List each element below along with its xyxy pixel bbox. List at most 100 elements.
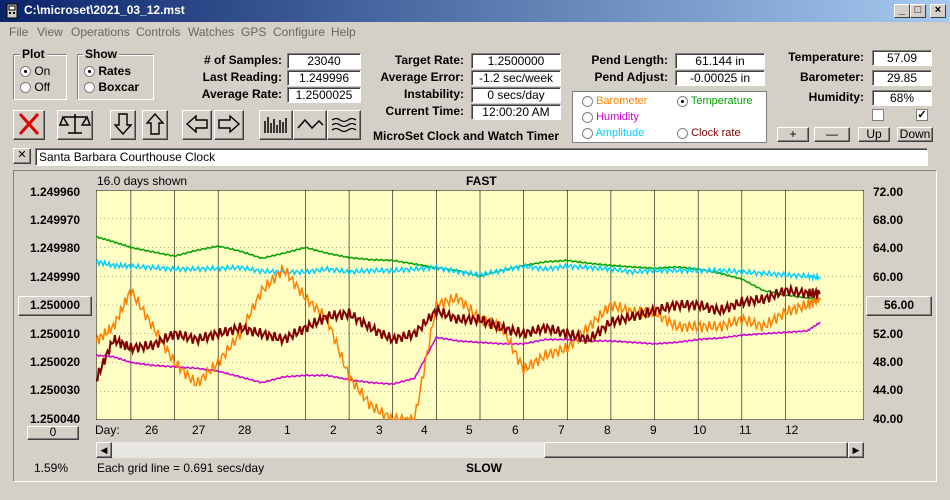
scroll-right-button[interactable]: ▶ bbox=[848, 442, 864, 458]
clock-name-input[interactable]: Santa Barbara Courthouse Clock bbox=[35, 148, 928, 166]
last-reading-label: Last Reading: bbox=[202, 70, 282, 84]
red-x-icon bbox=[18, 112, 40, 136]
days-shown: 16.0 days shown bbox=[97, 174, 188, 188]
chart-plot-area bbox=[96, 190, 864, 420]
minimize-button[interactable]: _ bbox=[894, 4, 910, 18]
radio-off-indicator bbox=[20, 82, 31, 94]
arrow-down-icon bbox=[113, 113, 133, 136]
pend-length-value[interactable]: 61.144 in bbox=[675, 53, 765, 69]
scroll-left-button[interactable]: ◀ bbox=[96, 442, 112, 458]
increase-button[interactable]: + bbox=[777, 127, 809, 142]
series-barometer-radio[interactable]: Barometer bbox=[582, 95, 647, 107]
average-error-value: -1.2 sec/week bbox=[471, 70, 561, 86]
decrease-button[interactable]: — bbox=[814, 127, 850, 142]
last-reading-value: 1.249996 bbox=[287, 70, 361, 86]
arrow-left-button[interactable] bbox=[182, 110, 212, 140]
samples-label: # of Samples: bbox=[203, 53, 282, 67]
clear-button[interactable] bbox=[13, 110, 45, 140]
y-right-tick: 40.00 bbox=[873, 412, 904, 426]
left-rate-button[interactable]: 1.250000 bbox=[18, 296, 92, 316]
x-tick-label: 3 bbox=[376, 423, 383, 437]
scale-button[interactable] bbox=[57, 110, 93, 140]
show-boxcar-label: Boxcar bbox=[98, 80, 140, 94]
up-button[interactable]: Up bbox=[858, 127, 890, 142]
zero-button[interactable]: 0 bbox=[27, 426, 79, 440]
humidity-label: Humidity: bbox=[808, 90, 864, 104]
series-barometer-label: Barometer bbox=[596, 95, 648, 107]
menu-gps[interactable]: GPS bbox=[241, 25, 267, 39]
series-amplitude-radio[interactable]: Amplitude bbox=[582, 127, 644, 139]
series-temperature-radio[interactable]: Temperature bbox=[677, 95, 753, 107]
average-rate-value: 1.2500025 bbox=[287, 87, 361, 103]
arrow-up-icon bbox=[145, 112, 165, 135]
right-value-button[interactable]: 56.00 bbox=[866, 296, 932, 316]
series-temperature-label: Temperature bbox=[690, 95, 753, 107]
line-view-button[interactable] bbox=[293, 110, 327, 140]
x-tick-label: 27 bbox=[192, 423, 206, 437]
slow-label: SLOW bbox=[466, 461, 502, 475]
show-rates-radio[interactable]: Rates bbox=[84, 64, 131, 78]
arrow-down-button[interactable] bbox=[110, 110, 136, 140]
scroll-thumb[interactable] bbox=[544, 442, 848, 458]
x-tick-label: 6 bbox=[512, 423, 519, 437]
plot-off-label: Off bbox=[34, 80, 51, 94]
x-tick-label: 7 bbox=[558, 423, 565, 437]
down-button[interactable]: Down bbox=[897, 127, 933, 142]
horizontal-scrollbar[interactable]: ◀ ▶ bbox=[96, 442, 864, 458]
menu-help[interactable]: Help bbox=[331, 25, 356, 39]
show-boxcar-radio[interactable]: Boxcar bbox=[84, 80, 139, 94]
radio-icon bbox=[582, 127, 593, 139]
y-left-tick: 1.250040 bbox=[30, 412, 81, 426]
plot-on-radio[interactable]: On bbox=[20, 64, 50, 78]
current-time-label: Current Time: bbox=[385, 104, 464, 118]
menu-watches[interactable]: Watches bbox=[188, 25, 235, 39]
y-left-tick: 1.250030 bbox=[30, 383, 81, 397]
radio-icon bbox=[582, 111, 593, 123]
close-window-button[interactable]: × bbox=[930, 4, 946, 18]
grid-note: Each grid line = 0.691 secs/day bbox=[97, 461, 265, 475]
y-left-tick: 1.250010 bbox=[30, 327, 81, 341]
y-right-tick: 72.00 bbox=[873, 185, 904, 199]
series-humidity-radio[interactable]: Humidity bbox=[582, 111, 639, 123]
menu-file[interactable]: File bbox=[9, 25, 29, 39]
x-tick-label: 28 bbox=[238, 423, 252, 437]
x-tick-label: 5 bbox=[466, 423, 473, 437]
menu-view[interactable]: View bbox=[37, 25, 63, 39]
barometer-value: 29.85 bbox=[872, 70, 932, 86]
x-tick-label: 26 bbox=[145, 423, 159, 437]
x-tick-label: 8 bbox=[604, 423, 611, 437]
maximize-button[interactable]: □ bbox=[910, 4, 926, 18]
menu-configure[interactable]: Configure bbox=[273, 25, 326, 39]
arrow-right-button[interactable] bbox=[214, 110, 244, 140]
wave-view-button[interactable] bbox=[327, 110, 361, 140]
series-line-amplitude bbox=[96, 258, 821, 283]
plot-group-label: Plot bbox=[20, 47, 47, 61]
day-prefix: Day: bbox=[95, 423, 120, 437]
menu-bar: File View Operations Controls Watches GP… bbox=[0, 22, 950, 40]
menu-operations[interactable]: Operations bbox=[71, 25, 130, 39]
app-caption: MicroSet Clock and Watch Timer bbox=[373, 129, 560, 143]
radio-on-indicator bbox=[20, 66, 31, 78]
y-left-tick: 1.250020 bbox=[30, 355, 81, 369]
bars-view-button[interactable] bbox=[259, 110, 293, 140]
arrow-up-button[interactable] bbox=[142, 110, 168, 140]
barometer-label: Barometer: bbox=[799, 70, 864, 84]
target-rate-value[interactable]: 1.2500000 bbox=[471, 53, 561, 69]
radio-icon bbox=[677, 127, 688, 139]
env-check-1[interactable] bbox=[872, 109, 884, 121]
close-clock-button[interactable]: ✕ bbox=[13, 148, 31, 164]
radio-rates-indicator bbox=[84, 66, 95, 78]
plot-off-radio[interactable]: Off bbox=[20, 80, 50, 94]
series-clockrate-label: Clock rate bbox=[691, 127, 741, 139]
line-graph-icon bbox=[297, 118, 324, 130]
radio-icon bbox=[582, 95, 593, 107]
menu-controls[interactable]: Controls bbox=[136, 25, 181, 39]
env-check-2[interactable]: ✓ bbox=[916, 109, 928, 121]
radio-boxcar-indicator bbox=[84, 82, 95, 94]
arrow-right-icon bbox=[218, 114, 241, 134]
y-left-tick: 1.249970 bbox=[30, 213, 81, 227]
y-right-tick: 60.00 bbox=[873, 270, 904, 284]
pend-adjust-label: Pend Adjust: bbox=[594, 70, 668, 84]
pend-adjust-value[interactable]: -0.00025 in bbox=[675, 70, 765, 86]
series-clockrate-radio[interactable]: Clock rate bbox=[677, 127, 741, 139]
